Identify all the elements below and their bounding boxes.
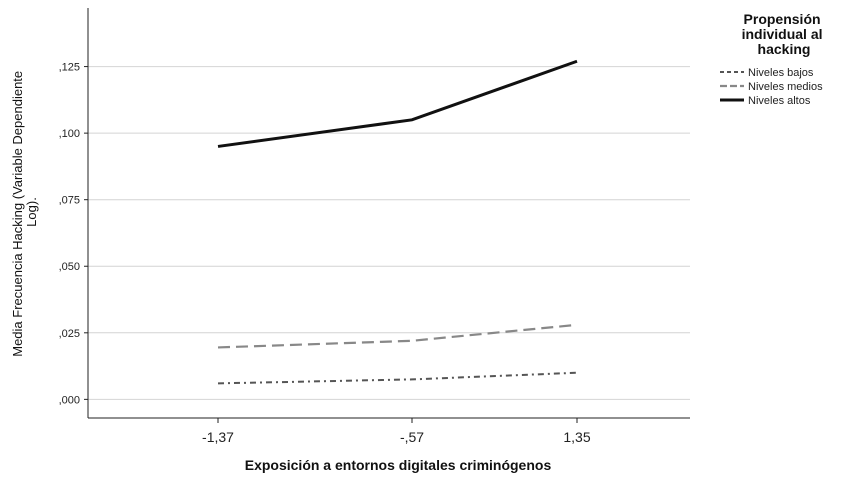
x-axis-title: Exposición a entornos digitales criminóg… [245, 457, 552, 473]
y-tick-label: ,100 [59, 128, 80, 140]
legend-label: Niveles bajos [748, 67, 814, 79]
series-line-3 [217, 59, 578, 148]
y-tick-label: ,050 [59, 261, 80, 273]
y-axis-title: Media Frecuencia Hacking (Variable Depen… [10, 67, 39, 357]
y-tick-labels: ,000 ,025 ,050 ,075 ,100 ,125 [59, 62, 88, 406]
series-line-1 [217, 371, 578, 385]
x-tick-label: -,57 [400, 429, 424, 445]
legend-title-line-2: individual al [742, 26, 823, 42]
legend-label: Niveles altos [748, 95, 811, 107]
legend-title-line-1: Propensión [744, 11, 821, 27]
gridlines [88, 66, 690, 400]
legend: Propensión individual al hacking Niveles… [720, 11, 827, 107]
series-lines [217, 59, 578, 385]
y-tick-label: ,025 [59, 328, 80, 340]
x-tick-label: 1,35 [563, 429, 590, 445]
axes [87, 8, 690, 419]
legend-items: Niveles bajos Niveles medios Niveles altos [720, 67, 823, 107]
x-tick-labels: -1,37 -,57 1,35 [202, 418, 591, 445]
legend-title-line-3: hacking [758, 41, 811, 57]
y-tick-label: ,000 [59, 394, 80, 406]
y-axis-title-line-1: Media Frecuencia Hacking (Variable Depen… [10, 71, 25, 357]
y-axis-title-line-2: Log). [24, 197, 39, 227]
legend-title: Propensión individual al hacking [742, 11, 827, 57]
y-tick-label: ,075 [59, 195, 80, 207]
y-tick-label: ,125 [59, 62, 80, 74]
x-tick-label: -1,37 [202, 429, 234, 445]
series-line-2 [217, 323, 578, 349]
legend-label: Niveles medios [748, 81, 823, 93]
